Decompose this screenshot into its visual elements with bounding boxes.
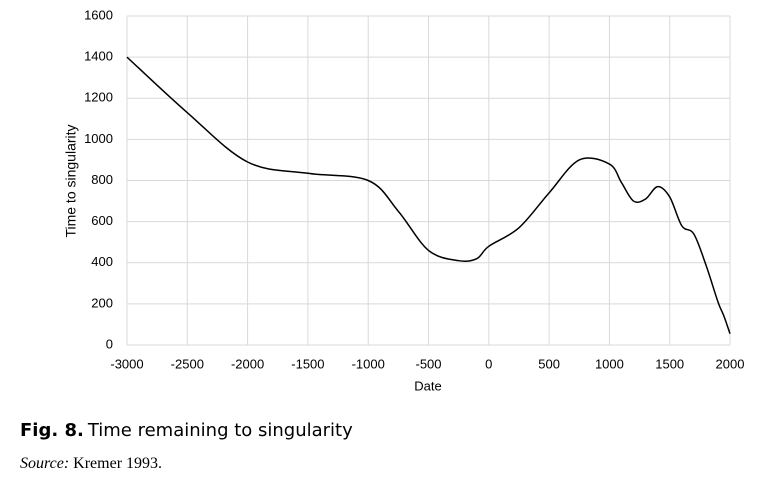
x-tick-label: 0 bbox=[485, 356, 492, 371]
y-tick-label: 600 bbox=[91, 213, 113, 228]
y-tick-label: 1600 bbox=[84, 7, 113, 22]
x-tick-label: 1000 bbox=[595, 356, 624, 371]
data-line bbox=[126, 56, 731, 334]
x-tick-label: -2500 bbox=[171, 356, 204, 371]
caption-label: Fig. 8. bbox=[20, 420, 84, 441]
y-tick-label: 400 bbox=[91, 254, 113, 269]
caption: Fig. 8. Time remaining to singularity bbox=[20, 420, 353, 441]
x-axis-label: Date bbox=[414, 378, 441, 393]
source-label: Source: bbox=[20, 455, 70, 472]
x-tick-label: 2000 bbox=[716, 356, 745, 371]
caption-text: Time remaining to singularity bbox=[87, 420, 353, 441]
x-tick-label: -1000 bbox=[352, 356, 385, 371]
y-tick-label: 200 bbox=[91, 295, 113, 310]
y-tick-label: 1400 bbox=[84, 49, 113, 64]
y-axis-label: Time to singularity bbox=[63, 124, 79, 237]
y-tick-label: 800 bbox=[91, 172, 113, 187]
y-tick-label: 0 bbox=[106, 336, 113, 351]
x-tick-label: -500 bbox=[415, 356, 441, 371]
y-tick-label: 1200 bbox=[84, 90, 113, 105]
x-tick-label: 1500 bbox=[655, 356, 684, 371]
chart: Date Time to singularity 0 200 400 600 800 10… bbox=[63, 7, 745, 393]
x-tick-label: -2000 bbox=[231, 356, 264, 371]
x-tick-label: 500 bbox=[538, 356, 560, 371]
source: Source: Kremer 1993. bbox=[20, 455, 162, 473]
source-text: Kremer 1993. bbox=[73, 455, 163, 472]
x-tick-label: -1500 bbox=[291, 356, 324, 371]
y-tick-label: 1000 bbox=[84, 131, 113, 146]
x-tick-label: -3000 bbox=[110, 356, 143, 371]
